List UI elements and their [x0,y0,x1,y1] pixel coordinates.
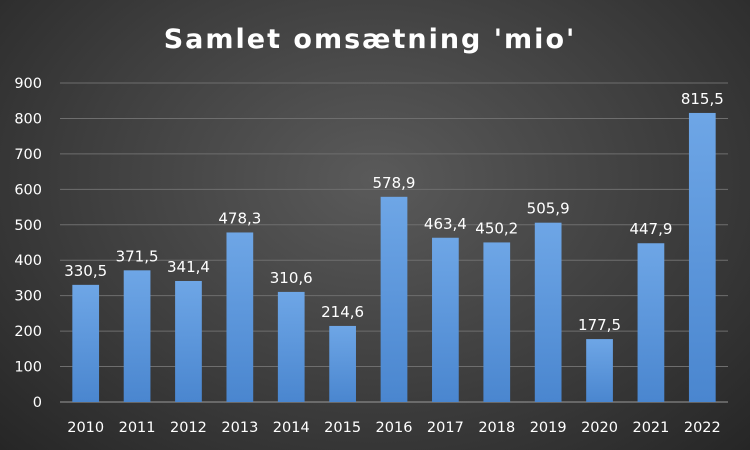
x-tick-label: 2011 [119,420,156,436]
x-tick-label: 2016 [376,420,413,436]
y-tick-label: 800 [14,111,42,127]
data-label: 310,6 [270,269,313,287]
bar [380,196,408,402]
bar [175,280,202,402]
y-tick-label: 100 [14,360,42,376]
bar [123,270,151,402]
bar [226,232,254,402]
data-labels: 330,5 371,5 341,4 478,3 310,6 214,6 578,9 463,4… [64,90,724,334]
y-tick-label: 600 [14,182,42,198]
bar [688,112,716,402]
bars [72,112,716,402]
y-tick-label: 0 [33,395,42,411]
y-tick-label: 400 [14,253,42,269]
data-label: 505,9 [527,200,570,218]
x-tick-label: 2022 [684,420,721,436]
bar [637,243,665,402]
data-label: 177,5 [578,316,621,334]
chart-title: Samlet omsætning 'mio' [164,24,577,55]
data-label: 371,5 [116,247,159,265]
x-tick-label: 2019 [530,420,567,436]
data-label: 447,9 [629,220,672,238]
data-label: 478,3 [218,209,261,227]
y-tick-label: 200 [14,324,42,340]
data-label: 815,5 [681,90,724,108]
data-label: 214,6 [321,303,364,321]
x-tick-label: 2013 [221,420,258,436]
y-tick-label: 900 [14,76,42,92]
y-tick-label: 300 [14,289,42,305]
y-tick-label: 500 [14,218,42,234]
bar [534,222,562,402]
bar [483,242,511,402]
data-label: 578,9 [373,174,416,192]
x-tick-label: 2014 [273,420,310,436]
bar [432,237,459,402]
data-label: 330,5 [64,262,107,280]
x-tick-label: 2017 [427,420,464,436]
bar [277,291,305,402]
bar [72,284,100,402]
bar [586,339,613,402]
x-tick-label: 2020 [581,420,618,436]
data-label: 450,2 [475,219,518,237]
x-tick-label: 2018 [478,420,515,436]
bar [329,325,356,402]
y-axis-ticks: 0 100 200 300 400 500 600 700 800 900 [14,76,42,411]
x-tick-label: 2021 [632,420,669,436]
y-tick-label: 700 [14,147,42,163]
data-label: 463,4 [424,215,467,233]
x-tick-label: 2012 [170,420,207,436]
x-tick-label: 2015 [324,420,361,436]
data-label: 341,4 [167,258,210,276]
x-tick-label: 2010 [67,420,104,436]
x-axis-ticks: 2010 2011 2012 2013 2014 2015 2016 2017 2018 2019… [67,420,721,436]
